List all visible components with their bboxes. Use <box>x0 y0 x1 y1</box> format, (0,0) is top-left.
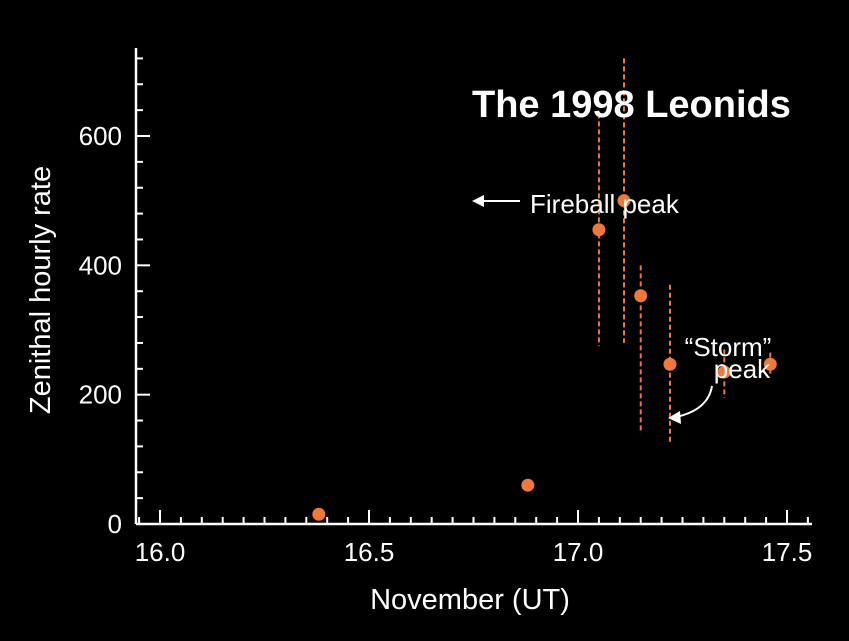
chart-title: The 1998 Leonids <box>472 84 791 126</box>
data-point <box>717 365 731 379</box>
data-point <box>617 194 631 208</box>
y-tick-label: 600 <box>79 121 122 151</box>
x-tick-label: 16.5 <box>344 537 395 567</box>
y-tick-label: 0 <box>108 509 122 539</box>
data-marks <box>312 58 777 521</box>
storm-peak-label-line1: “Storm” <box>685 332 772 362</box>
data-point <box>634 289 648 303</box>
data-point <box>592 223 606 237</box>
x-tick-label: 17.0 <box>553 537 604 567</box>
fireball-arrow-head <box>472 195 484 207</box>
data-point <box>763 357 777 371</box>
x-tick-label: 17.5 <box>762 537 813 567</box>
y-tick-label: 200 <box>79 380 122 410</box>
data-point <box>521 478 535 492</box>
data-point <box>312 507 326 521</box>
storm-arrow-line <box>675 385 713 418</box>
fireball-peak-annotation: Fireball peak <box>472 189 680 219</box>
x-tick-label: 16.0 <box>135 537 186 567</box>
y-tick-label: 400 <box>79 250 122 280</box>
fireball-peak-label: Fireball peak <box>530 189 680 219</box>
x-axis-title: November (UT) <box>370 584 570 616</box>
axes: 16.016.517.017.518.00200400600 <box>79 48 813 567</box>
storm-peak-annotation: “Storm” peak <box>668 332 771 424</box>
y-axis-title: Zenithal hourly rate <box>25 166 57 414</box>
storm-arrow-head <box>668 411 681 424</box>
data-point <box>663 357 677 371</box>
storm-peak-label-line2: peak <box>714 354 771 384</box>
